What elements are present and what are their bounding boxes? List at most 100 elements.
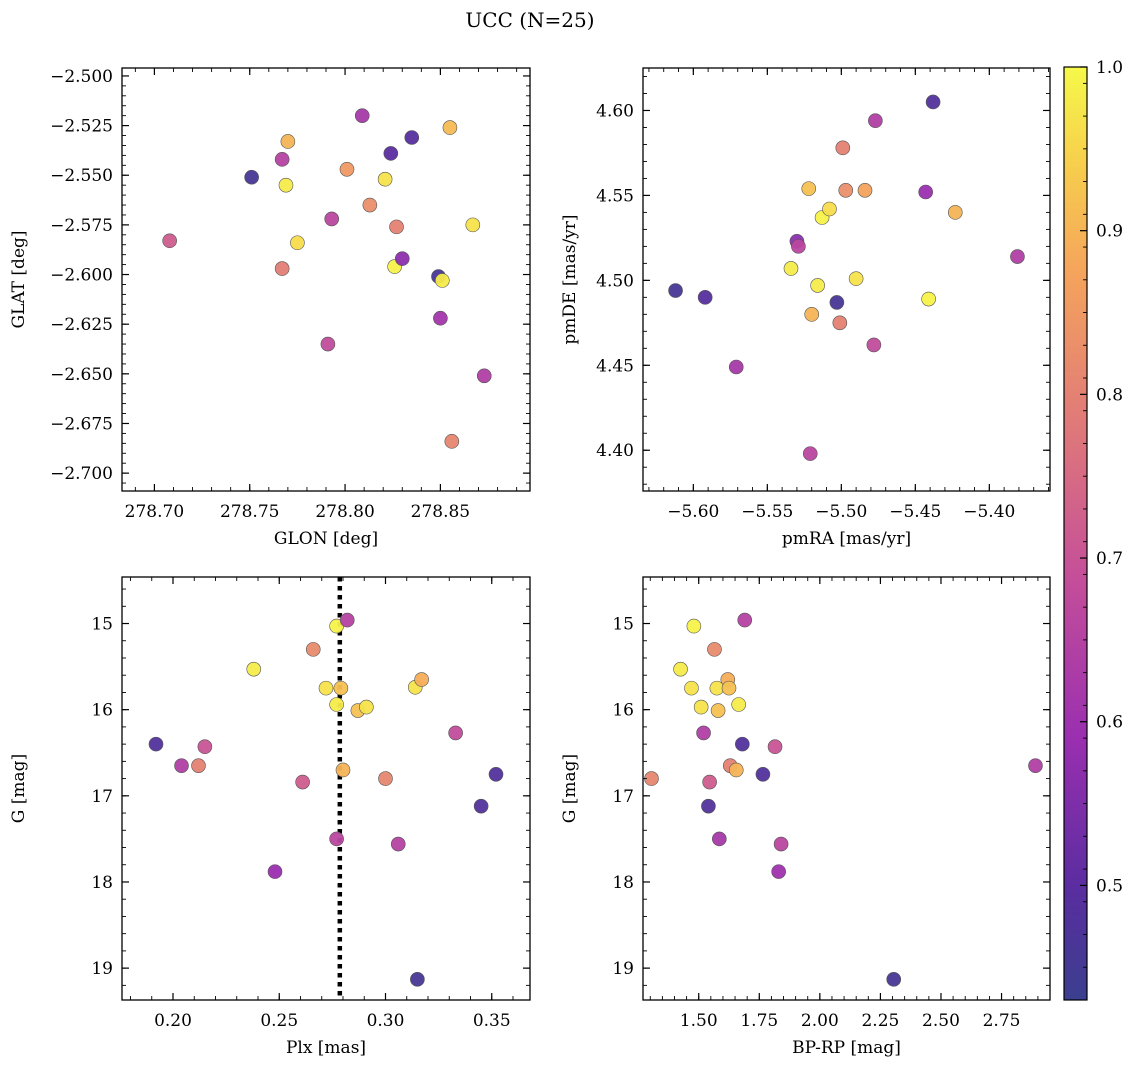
data-point	[191, 758, 206, 773]
data-point	[868, 113, 883, 128]
data-point	[295, 774, 310, 790]
y-tick-label: 4.60	[596, 101, 634, 121]
data-point	[673, 661, 688, 677]
panel-4: 1.50 1.75 2.00 2.25 2.50 2.75 15 16 17 18 19 BP-RP …	[560, 576, 1051, 1058]
x-tick-label: −5.60	[667, 502, 719, 522]
panel-3: 0.20 0.25 0.30 0.35 15 16 17 18 19 Plx [mas] G [ma…	[9, 576, 531, 1058]
axes-frame	[642, 576, 1051, 1001]
y-tick-label: 16	[91, 701, 113, 721]
axes-frame	[642, 67, 1051, 492]
x-tick-label: 0.25	[260, 1011, 298, 1031]
x-axis-label: GLON [deg]	[274, 529, 378, 549]
points	[644, 612, 1043, 987]
data-point	[921, 291, 936, 307]
colorbar: 0.5 0.6 0.7 0.8 0.9 1.0	[1063, 58, 1123, 1001]
data-point	[918, 184, 933, 200]
data-point	[1010, 249, 1025, 264]
x-axis-label: Plx [mas]	[286, 1038, 366, 1058]
data-point	[684, 680, 699, 696]
colorbar-tick-label: 0.9	[1096, 222, 1123, 242]
colorbar-tick-label: 0.6	[1096, 713, 1123, 733]
y-axis-label: GLAT [deg]	[9, 230, 29, 328]
y-tick-label: −2.575	[50, 216, 113, 236]
data-point	[728, 359, 744, 375]
x-tick-label: 0.35	[473, 1011, 511, 1031]
data-point	[783, 261, 799, 276]
points	[668, 94, 1025, 461]
data-point	[810, 278, 825, 293]
data-point	[947, 205, 963, 220]
data-point	[414, 672, 429, 687]
data-point	[710, 703, 726, 718]
data-point	[444, 434, 460, 449]
data-point	[333, 680, 349, 696]
data-point	[1028, 758, 1043, 773]
data-point	[832, 315, 848, 331]
colorbar-frame	[1063, 66, 1088, 1001]
data-point	[359, 699, 374, 715]
data-point	[696, 725, 711, 741]
y-axis-label: G [mag]	[560, 754, 580, 823]
data-point	[771, 864, 786, 879]
x-tick-label: 1.50	[680, 1011, 718, 1031]
data-point	[354, 108, 370, 123]
x-tick-label: −5.40	[963, 502, 1015, 522]
y-tick-label: 4.40	[596, 441, 634, 461]
y-tick-label: −2.525	[50, 117, 113, 137]
colorbar-tick-label: 0.8	[1096, 385, 1123, 405]
data-point	[280, 134, 296, 149]
data-point	[197, 739, 213, 755]
data-point	[433, 310, 448, 326]
points	[148, 612, 504, 987]
data-point	[329, 831, 344, 847]
data-point	[320, 336, 336, 352]
y-tick-label: 15	[612, 615, 634, 635]
y-tick-label: 18	[612, 873, 634, 893]
data-point	[442, 120, 458, 135]
data-point	[377, 171, 393, 187]
data-point	[773, 836, 789, 852]
y-tick-label: 18	[91, 873, 113, 893]
colorbar-tick-label: 0.5	[1096, 876, 1123, 896]
x-tick-label: 2.25	[861, 1011, 899, 1031]
data-point	[802, 446, 818, 461]
data-point	[278, 177, 294, 193]
data-point	[162, 233, 177, 249]
x-tick-label: −5.50	[815, 502, 867, 522]
y-tick-label: 17	[91, 787, 113, 807]
data-point	[925, 94, 941, 110]
data-point	[697, 290, 713, 305]
data-point	[857, 183, 873, 198]
panel-2: −5.60 −5.55 −5.50 −5.45 −5.40 4.40 4.45 4.50 4.5…	[560, 67, 1051, 549]
data-point	[488, 766, 504, 782]
data-point	[686, 618, 702, 634]
y-tick-label: −2.700	[50, 464, 113, 484]
y-tick-label: 4.50	[596, 271, 634, 291]
data-point	[290, 235, 305, 251]
data-point	[668, 283, 683, 298]
data-point	[274, 152, 290, 167]
data-point	[410, 972, 425, 987]
x-tick-label: 1.75	[740, 1011, 778, 1031]
data-point	[394, 251, 410, 266]
data-point	[339, 161, 355, 177]
x-axis-label: pmRA [mas/yr]	[782, 529, 911, 549]
data-point	[886, 972, 902, 987]
data-point	[693, 699, 709, 715]
data-point	[318, 680, 334, 696]
x-tick-label: 278.75	[220, 502, 279, 522]
data-point	[866, 337, 882, 353]
y-tick-label: 4.55	[596, 186, 634, 206]
y-tick-label: −2.550	[50, 166, 113, 186]
data-point	[274, 261, 290, 276]
data-point	[339, 612, 355, 628]
data-point	[305, 642, 321, 657]
colorbar-tick-label: 1.0	[1096, 58, 1123, 78]
data-point	[404, 130, 420, 145]
data-point	[838, 183, 854, 198]
data-point	[390, 836, 406, 852]
data-point	[702, 774, 717, 790]
data-point	[712, 831, 727, 847]
axes-frame	[121, 67, 531, 492]
